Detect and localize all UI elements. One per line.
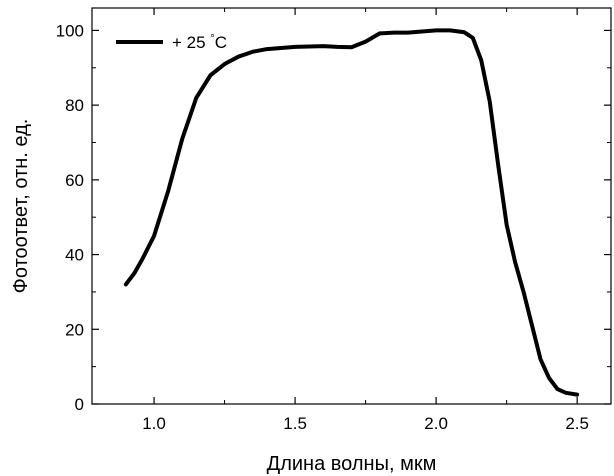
legend-label: + 25 °C <box>172 33 227 52</box>
y-tick-label: 60 <box>65 171 84 190</box>
x-tick-label: 1.0 <box>142 414 166 433</box>
x-axis-title: Длина волны, мкм <box>267 453 437 475</box>
y-axis-title: Фотоответ, отн. ед. <box>10 119 32 294</box>
x-tick-label: 2.0 <box>424 414 448 433</box>
x-tick-label: 2.5 <box>565 414 589 433</box>
y-tick-label: 0 <box>75 395 84 414</box>
series-line <box>123 28 580 397</box>
plot-frame <box>91 7 612 405</box>
y-tick-label: 100 <box>56 21 84 40</box>
y-tick-label: 40 <box>65 246 84 265</box>
y-tick-label: 80 <box>65 96 84 115</box>
x-tick-label: 1.5 <box>283 414 307 433</box>
y-tick-label: 20 <box>65 320 84 339</box>
